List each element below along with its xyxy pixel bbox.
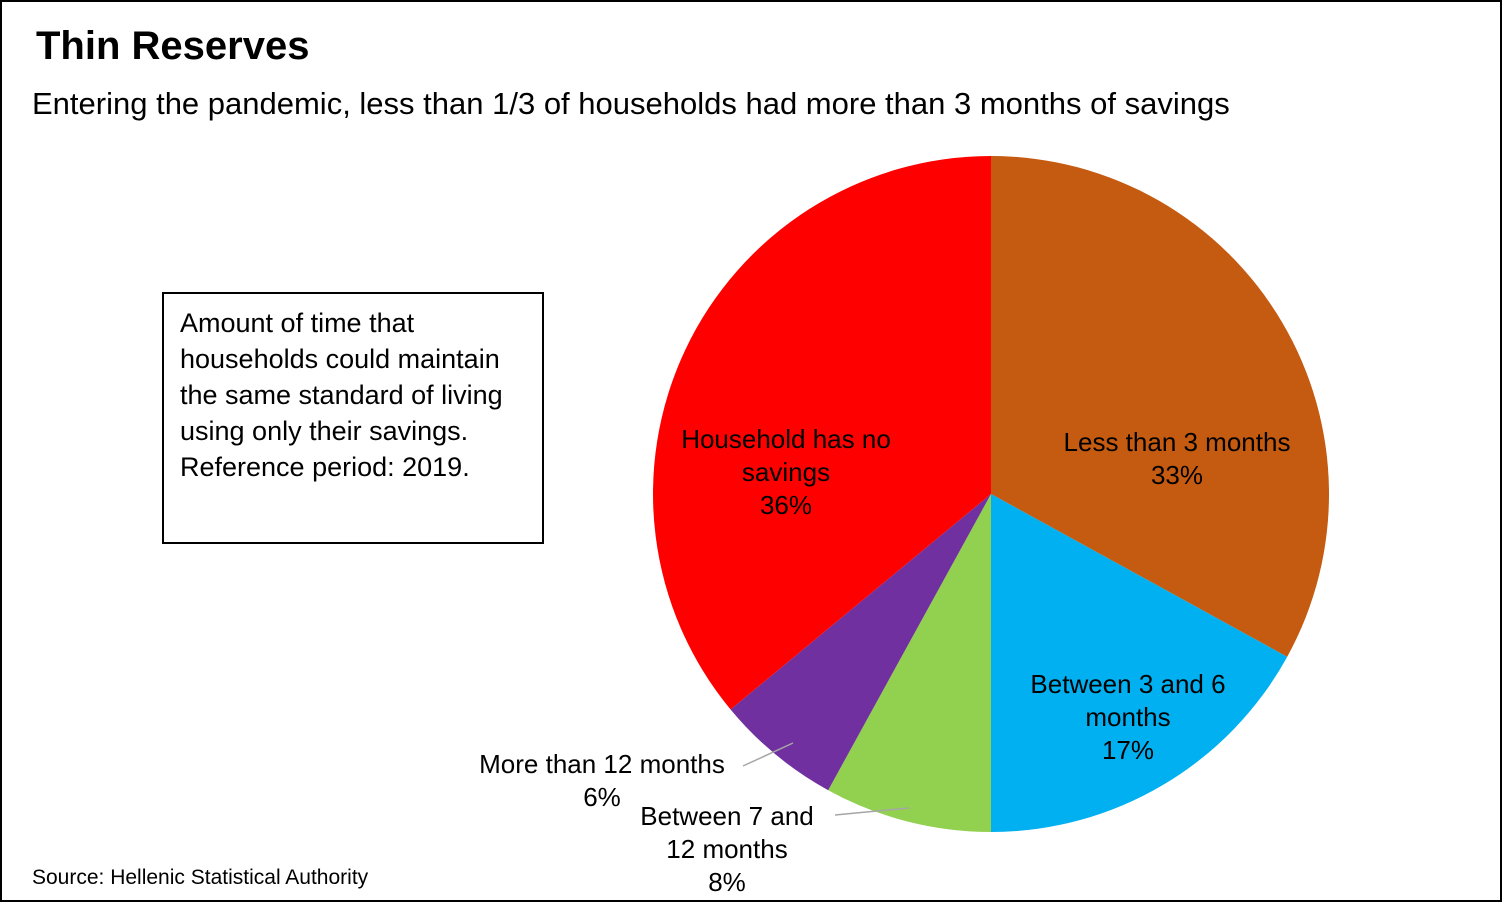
slice-label-pct: 17% (1101, 734, 1155, 765)
slice-label-text: More than 12 months (479, 749, 725, 779)
slice-label-pct: 33% (1150, 459, 1204, 490)
slice-label-text: Household has no savings (681, 424, 891, 487)
page-title: Thin Reserves (36, 24, 310, 68)
pie-slice-0 (991, 156, 1329, 657)
note-box: Amount of time that households could mai… (162, 292, 544, 544)
slice-label-between-7-and-12-months: Between 7 and 12 months 8% (627, 800, 827, 898)
slice-label-text: Less than 3 months (1063, 427, 1291, 457)
slice-label-text: Between 3 and 6 months (1030, 669, 1226, 732)
slice-label-no-savings: Household has no savings 36% (666, 423, 906, 521)
leader-line-0 (742, 742, 794, 767)
leader-line-1 (834, 807, 910, 816)
slice-label-less-than-3-months: Less than 3 months 33% (1037, 426, 1317, 492)
slice-label-between-3-and-6-months: Between 3 and 6 months 17% (1013, 668, 1243, 766)
slice-label-pct: 8% (708, 866, 746, 897)
pie-slice-2 (828, 494, 991, 832)
pie-slice-1 (991, 494, 1288, 832)
page-subtitle: Entering the pandemic, less than 1/3 of … (32, 86, 1230, 121)
slice-label-pct: 6% (583, 781, 621, 812)
pie-slice-3 (730, 494, 991, 791)
source-note: Source: Hellenic Statistical Authority (32, 866, 369, 889)
slice-label-pct: 36% (759, 489, 813, 520)
slice-label-more-than-12-months: More than 12 months 6% (462, 748, 742, 814)
pie-slice-4 (653, 156, 991, 710)
slice-label-text: Between 7 and 12 months (640, 801, 814, 864)
pie-svg (653, 156, 1329, 832)
